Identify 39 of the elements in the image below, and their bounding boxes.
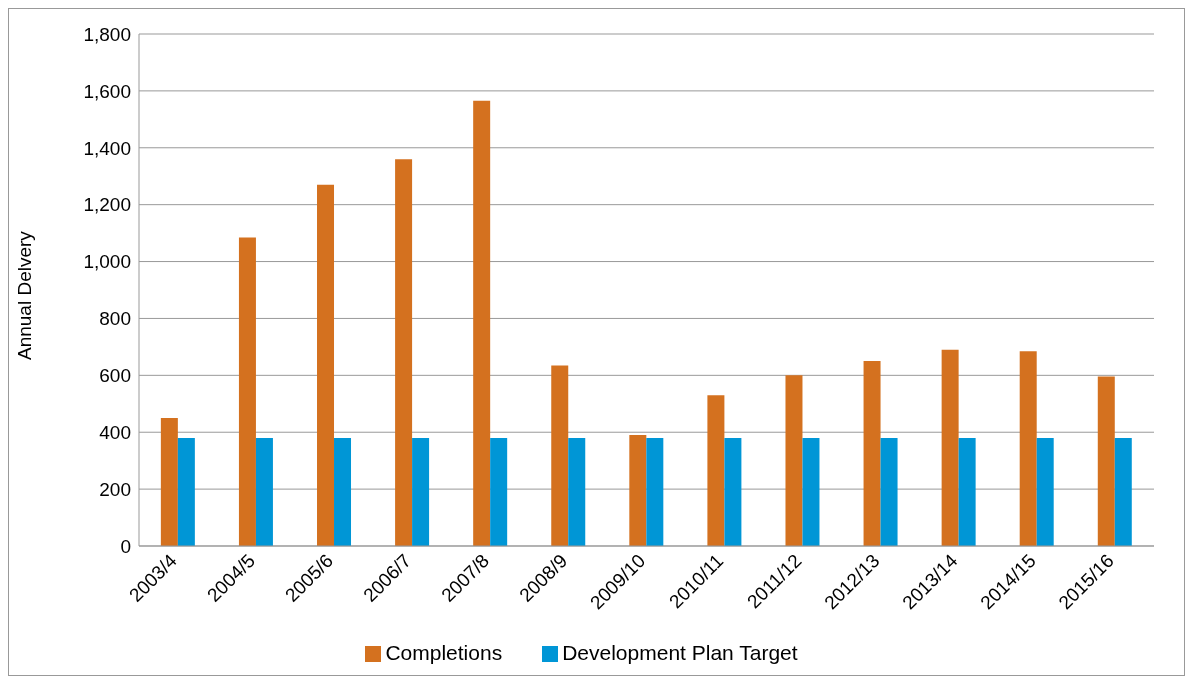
y-tick-label: 1,000: [83, 251, 131, 273]
y-tick-label: 1,200: [83, 194, 131, 216]
bar: [863, 361, 881, 546]
bar: [238, 237, 256, 546]
y-tick-label: 1,400: [83, 137, 131, 159]
bar: [724, 437, 742, 546]
y-tick-label: 200: [99, 478, 131, 500]
y-tick-label: 0: [120, 535, 131, 557]
bar: [473, 100, 491, 546]
bar: [1097, 376, 1115, 546]
y-tick-label: 600: [99, 365, 131, 387]
bar: [160, 418, 178, 546]
bar: [802, 437, 820, 546]
bar: [785, 375, 803, 546]
bar: [255, 437, 273, 546]
bar: [1019, 351, 1037, 546]
y-axis-title: Annual Delvery: [13, 230, 35, 360]
y-tick-label: 800: [99, 308, 131, 330]
bar: [1114, 437, 1132, 546]
bar: [568, 437, 586, 546]
y-tick-label: 1,600: [83, 80, 131, 102]
bar: [412, 437, 430, 546]
bar: [646, 437, 664, 546]
bar: [317, 184, 335, 546]
bar: [880, 437, 898, 546]
bar: [629, 435, 647, 546]
bar: [551, 365, 569, 546]
y-tick-label: 1,800: [83, 23, 131, 45]
bar: [1036, 437, 1054, 546]
legend-label: Development Plan Target: [562, 641, 798, 664]
bar: [334, 437, 352, 546]
bar: [941, 349, 959, 546]
bar: [395, 159, 413, 546]
bar: [490, 437, 508, 546]
legend-label: Completions: [385, 641, 503, 664]
bar: [177, 437, 195, 546]
bar: [958, 437, 976, 546]
bar: [707, 395, 725, 546]
y-tick-label: 400: [99, 421, 131, 443]
